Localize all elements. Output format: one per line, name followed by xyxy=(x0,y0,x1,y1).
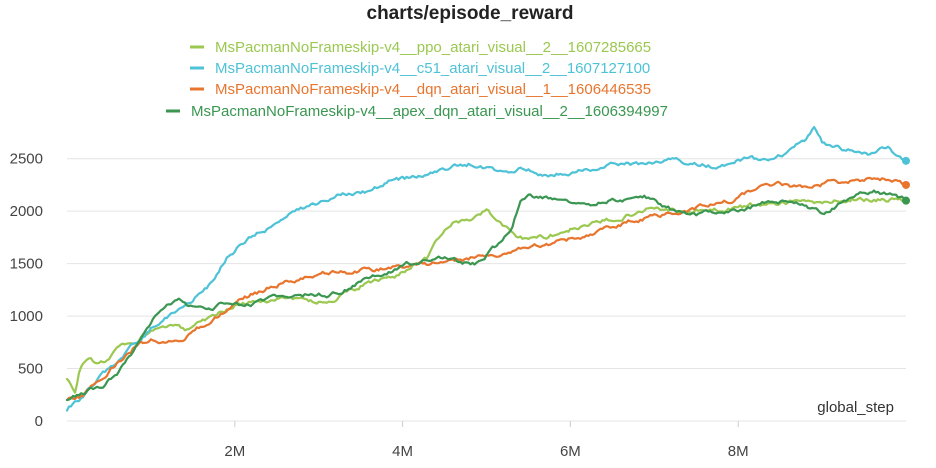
y-tick-label: 0 xyxy=(35,413,43,430)
y-tick-label: 1000 xyxy=(10,308,43,325)
series-end-point xyxy=(902,196,910,205)
x-axis-label: global_step xyxy=(817,399,894,416)
x-tick-label: 6M xyxy=(560,443,581,460)
legend-label: MsPacmanNoFrameskip-v4__apex_dqn_atari_v… xyxy=(191,103,668,120)
chart-title: charts/episode_reward xyxy=(367,3,574,24)
legend-label: MsPacmanNoFrameskip-v4__dqn_atari_visual… xyxy=(215,81,651,98)
grid xyxy=(67,158,906,422)
series-line xyxy=(65,196,908,394)
y-tick-label: 2500 xyxy=(10,151,43,168)
x-axis-ticks: 2M 4M 6M 8M xyxy=(224,421,749,460)
x-tick-label: 8M xyxy=(728,443,749,460)
series-end-point xyxy=(902,180,910,189)
series-end-point xyxy=(902,156,910,165)
x-tick-label: 4M xyxy=(392,443,413,460)
legend-label: MsPacmanNoFrameskip-v4__c51_atari_visual… xyxy=(215,60,650,77)
series-line xyxy=(65,125,908,412)
series-lines xyxy=(65,125,910,412)
series-line xyxy=(65,189,908,402)
y-tick-label: 2000 xyxy=(10,203,43,220)
y-axis-ticks: 0 500 1000 1500 2000 2500 xyxy=(10,151,43,430)
y-tick-label: 500 xyxy=(18,361,43,378)
y-tick-label: 1500 xyxy=(10,256,43,273)
legend: MsPacmanNoFrameskip-v4__ppo_atari_visual… xyxy=(166,39,668,120)
x-tick-label: 2M xyxy=(224,443,245,460)
legend-label: MsPacmanNoFrameskip-v4__ppo_atari_visual… xyxy=(215,39,651,56)
